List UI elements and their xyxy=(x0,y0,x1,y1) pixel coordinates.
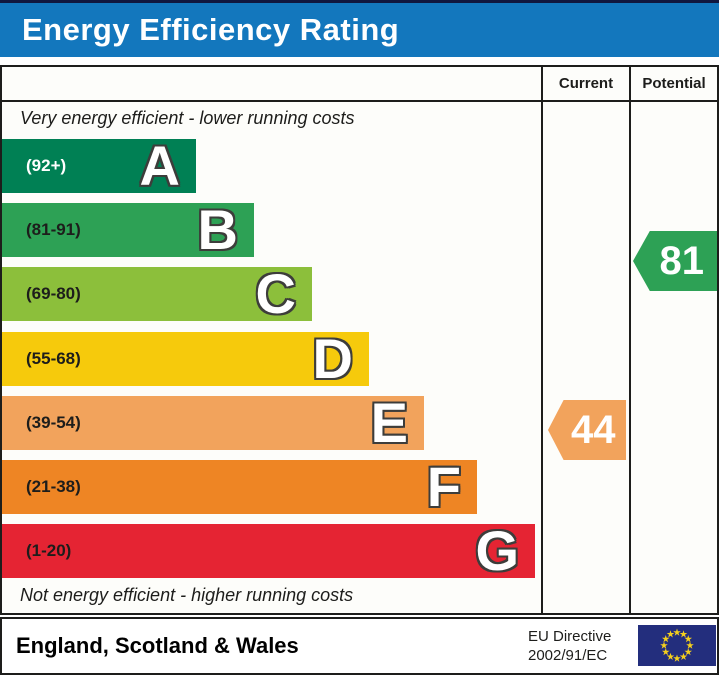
caption-not-efficient: Not energy efficient - higher running co… xyxy=(20,585,354,605)
page-title: Energy Efficiency Rating xyxy=(22,12,400,47)
band-letter-d: D xyxy=(312,327,353,390)
band-range-e: (39-54) xyxy=(26,413,81,432)
band-row-c: (69-80) C xyxy=(2,262,312,325)
band-letter-a: A xyxy=(139,134,180,197)
band-row-a: (92+) A xyxy=(2,134,196,197)
eu-directive-line1: EU Directive xyxy=(528,628,612,645)
potential-rating-value: 81 xyxy=(659,238,704,283)
eu-directive-line2: 2002/91/EC xyxy=(528,647,608,664)
band-range-a: (92+) xyxy=(26,156,67,175)
band-row-e: (39-54) E xyxy=(2,391,424,454)
band-range-c: (69-80) xyxy=(26,284,81,303)
title-bar: Energy Efficiency Rating xyxy=(0,0,719,57)
band-range-f: (21-38) xyxy=(26,477,81,496)
column-header-current: Current xyxy=(558,75,614,92)
band-range-d: (55-68) xyxy=(26,349,81,368)
footer-region-label: England, Scotland & Wales xyxy=(16,633,299,658)
band-letter-f: F xyxy=(426,455,461,518)
eu-flag-icon xyxy=(638,625,716,666)
band-letter-c: C xyxy=(255,262,296,325)
caption-very-efficient: Very energy efficient - lower running co… xyxy=(20,108,355,128)
column-header-potential: Potential xyxy=(642,75,706,92)
band-row-f: (21-38) F xyxy=(2,455,477,518)
band-range-g: (1-20) xyxy=(26,541,72,560)
band-row-d: (55-68) D xyxy=(2,327,369,390)
band-row-g: (1-20) G xyxy=(2,519,535,582)
band-row-b: (81-91) B xyxy=(2,198,254,261)
header-row-divider xyxy=(2,100,717,102)
current-rating-value: 44 xyxy=(570,407,616,452)
current-rating-arrow: 44 xyxy=(548,400,626,460)
footer-bar: England, Scotland & Wales EU Directive 2… xyxy=(0,617,719,675)
band-range-b: (81-91) xyxy=(26,220,81,239)
band-letter-g: G xyxy=(475,519,519,582)
band-letter-e: E xyxy=(370,391,408,454)
band-letter-b: B xyxy=(197,198,238,261)
current-column-divider xyxy=(541,67,543,613)
rating-table: Current Potential Very energy efficient … xyxy=(0,65,719,615)
potential-rating-arrow: 81 xyxy=(633,231,717,291)
potential-column-divider xyxy=(629,67,631,613)
eu-directive-label: EU Directive 2002/91/EC xyxy=(528,619,611,673)
